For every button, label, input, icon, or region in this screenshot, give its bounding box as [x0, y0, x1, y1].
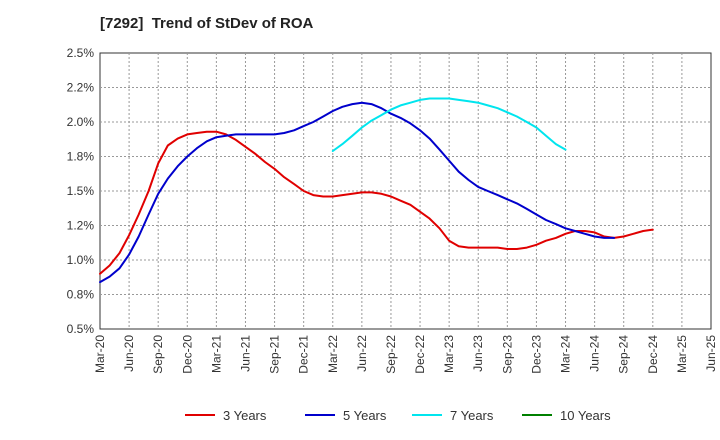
y-tick-label: 1.8% — [67, 150, 95, 164]
x-tick-label: Mar-24 — [559, 335, 573, 373]
y-tick-label: 2.0% — [67, 115, 95, 129]
y-tick-label: 0.8% — [67, 288, 95, 302]
x-tick-label: Mar-22 — [326, 335, 340, 373]
x-tick-label: Sep-23 — [500, 335, 514, 374]
y-tick-label: 2.5% — [67, 46, 95, 60]
x-tick-label: Dec-23 — [529, 335, 543, 374]
x-tick-label: Dec-24 — [646, 335, 660, 374]
x-tick-label: Jun-21 — [238, 335, 252, 372]
x-tick-label: Jun-22 — [355, 335, 369, 372]
gridlines — [100, 53, 711, 329]
y-tick-label: 1.5% — [67, 184, 95, 198]
legend-label-10-years: 10 Years — [560, 408, 611, 423]
y-tick-label: 1.2% — [67, 219, 95, 233]
x-tick-label: Jun-25 — [704, 335, 718, 372]
x-tick-label: Dec-21 — [297, 335, 311, 374]
x-tick-label: Sep-21 — [268, 335, 282, 374]
y-axis-ticks: 0.5% 0.8% 1.0% 1.2% 1.5% 1.8% 2.0% 2.2% 2.5% — [67, 46, 95, 336]
series-line-7-years — [331, 97, 567, 152]
x-tick-label: Mar-20 — [93, 335, 107, 373]
x-tick-label: Dec-22 — [413, 335, 427, 374]
y-tick-label: 2.2% — [67, 81, 95, 95]
x-tick-label: Jun-23 — [471, 335, 485, 372]
series-line-5-years — [99, 101, 616, 284]
x-tick-label: Mar-23 — [442, 335, 456, 373]
x-tick-label: Jun-20 — [122, 335, 136, 372]
x-tick-label: Jun-24 — [588, 335, 602, 372]
x-tick-label: Dec-20 — [180, 335, 194, 374]
legend-label-5-years: 5 Years — [343, 408, 387, 423]
x-tick-label: Mar-21 — [209, 335, 223, 373]
legend-label-7-years: 7 Years — [450, 408, 494, 423]
x-tick-label: Sep-22 — [384, 335, 398, 374]
legend: 3 Years 5 Years 7 Years 10 Years — [185, 408, 611, 423]
x-tick-label: Sep-24 — [617, 335, 631, 374]
x-axis-ticks: Mar-20 Jun-20 Sep-20 Dec-20 Mar-21 Jun-21 Sep-… — [93, 335, 718, 374]
y-tick-label: 1.0% — [67, 253, 95, 267]
chart-title: [7292] Trend of StDev of ROA — [100, 15, 314, 32]
series-line-3-years — [99, 130, 654, 275]
x-tick-label: Sep-20 — [151, 335, 165, 374]
x-tick-label: Mar-25 — [675, 335, 689, 373]
series-lines — [99, 97, 654, 284]
y-tick-label: 0.5% — [67, 322, 95, 336]
legend-label-3-years: 3 Years — [223, 408, 267, 423]
